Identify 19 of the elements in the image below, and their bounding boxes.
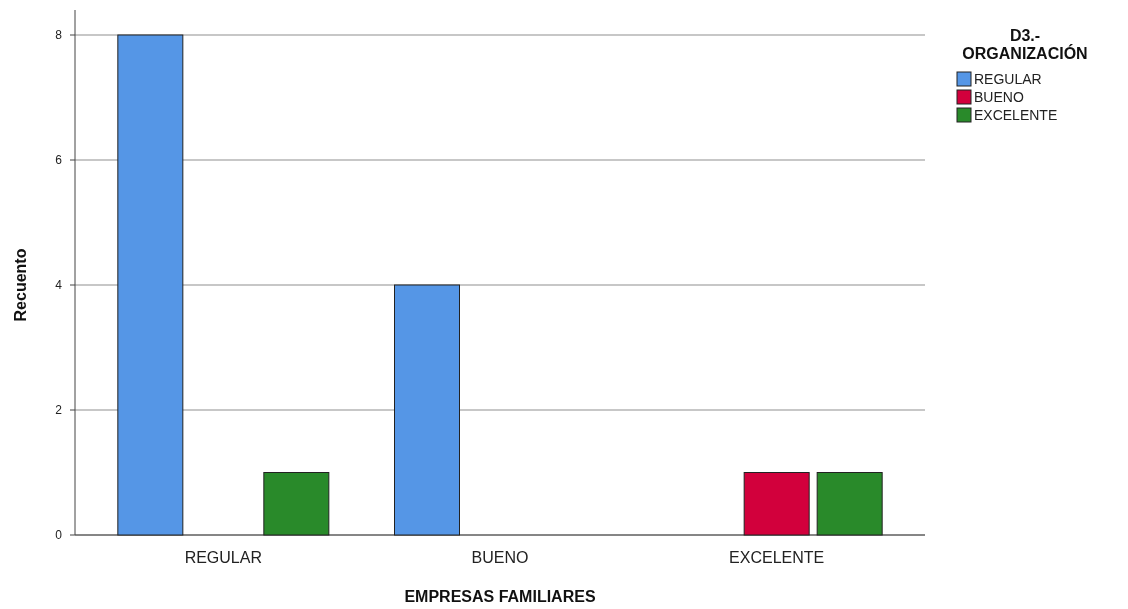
x-tick-label: BUENO: [471, 549, 529, 566]
bar: [394, 284, 460, 536]
legend-title: D3.- ORGANIZACIÓN: [962, 27, 1088, 62]
y-tick-label: 2: [55, 403, 63, 418]
y-tick-label: 6: [55, 153, 63, 168]
y-tick-label: 0: [55, 528, 63, 543]
y-axis-title: Recuento: [12, 248, 29, 322]
legend-label: REGULAR: [974, 70, 1042, 87]
x-axis-title: EMPRESAS FAMILIARES: [404, 588, 596, 605]
bar: [117, 34, 184, 536]
bar: [263, 472, 330, 536]
bar: [743, 472, 810, 536]
y-tick-label: 4: [55, 278, 63, 293]
y-tick-label: 8: [55, 28, 63, 43]
x-tick-label: EXCELENTE: [729, 549, 825, 566]
legend-label: EXCELENTE: [974, 106, 1058, 123]
legend-label: BUENO: [974, 88, 1024, 105]
bar: [816, 472, 883, 536]
x-tick-label: REGULAR: [184, 549, 263, 566]
